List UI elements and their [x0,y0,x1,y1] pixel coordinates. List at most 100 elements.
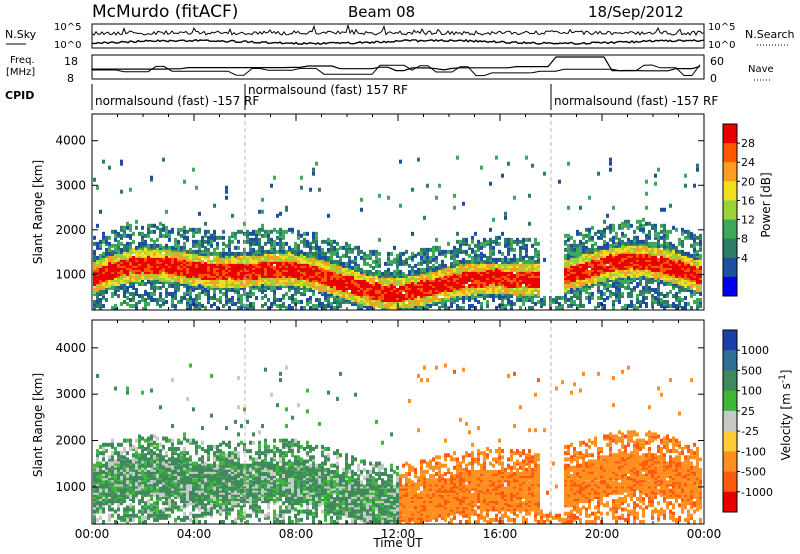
data-cell [336,299,339,304]
data-cell [117,233,120,238]
data-cell [177,253,180,258]
data-cell [165,209,168,214]
data-cell [678,249,681,254]
data-cell [264,249,267,254]
data-cell [225,281,228,286]
y-tick-label: 1000 [55,267,86,281]
data-cell [627,293,630,298]
data-cell [666,261,669,266]
data-cell [699,261,702,266]
data-cell [495,155,498,160]
data-cell [93,235,96,240]
data-cell [648,251,651,256]
data-cell [114,261,117,266]
data-cell [678,295,681,300]
data-cell [432,283,435,288]
data-cell [261,233,264,238]
data-cell [435,285,438,290]
data-cell [123,285,126,290]
data-cell [495,275,498,280]
data-cell [441,279,444,284]
data-cell [240,269,243,274]
data-cell [366,295,369,300]
data-cell [615,271,618,276]
data-cell [609,259,612,264]
data-cell [165,243,168,248]
data-cell [396,269,399,274]
data-cell [474,231,477,236]
data-cell [162,273,165,278]
data-cell [225,295,228,300]
data-cell [684,275,687,280]
data-cell [384,283,387,288]
data-cell [258,237,261,242]
data-cell [522,263,525,268]
data-cell [654,277,657,282]
data-cell [447,289,450,294]
data-cell [426,267,429,272]
data-cell [183,275,186,280]
data-cell [96,261,99,266]
data-cell [381,303,384,308]
data-cell [225,287,228,292]
data-cell [306,287,309,292]
data-cell [684,295,687,300]
data-cell [108,507,111,512]
data-cell [345,247,348,252]
data-cell [270,267,273,272]
data-cell [384,291,387,296]
data-cell [417,277,420,282]
data-cell [123,245,126,250]
data-cell [573,259,576,264]
data-cell [468,285,471,290]
data-cell [591,283,594,288]
noise-panel: N.Sky 10^5 10^0 10^5 10^0 N.Search [5,22,795,51]
data-cell [357,295,360,300]
data-cell [483,265,486,270]
data-cell [453,279,456,284]
data-cell [162,227,165,232]
data-cell [132,281,135,286]
data-cell [213,293,216,298]
data-cell [564,265,567,270]
data-cell [132,303,135,308]
data-cell [537,241,540,246]
data-cell [204,283,207,288]
data-cell [669,241,672,246]
data-cell [474,263,477,268]
data-cell [630,269,633,274]
data-cell [528,277,531,282]
data-cell [579,239,582,244]
data-cell [474,275,477,280]
data-cell [192,279,195,284]
data-cell [327,283,330,288]
data-cell [168,283,171,288]
data-cell [483,271,486,276]
data-cell [210,281,213,286]
data-cell [321,279,324,284]
data-cell [285,205,288,210]
data-cell [462,265,465,270]
data-cell [354,289,357,294]
data-cell [324,295,327,300]
data-cell [603,277,606,282]
data-cell [159,265,162,270]
data-cell [372,291,375,296]
data-cell [297,279,300,284]
data-cell [663,241,666,246]
data-cell [381,281,384,286]
data-cell [171,263,174,268]
data-cell [237,253,240,258]
data-cell [600,269,603,274]
data-cell [465,261,468,266]
data-cell [663,227,666,232]
data-cell [246,283,249,288]
data-cell [138,241,141,246]
data-cell [396,275,399,280]
data-cell [432,253,435,258]
data-cell [456,271,459,276]
data-cell [93,301,96,306]
data-cell [171,265,174,270]
data-cell [288,275,291,280]
data-cell [105,281,108,286]
